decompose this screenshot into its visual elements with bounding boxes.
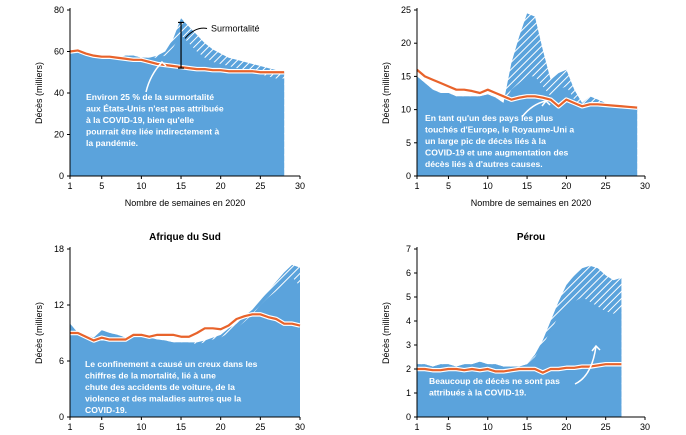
x-tick-label: 25 <box>601 422 611 430</box>
y-tick-label: 20 <box>401 38 411 48</box>
x-tick-label: 30 <box>640 181 650 191</box>
x-tick-label: 5 <box>99 181 104 191</box>
x-tick-label: 20 <box>216 422 226 430</box>
uk-annotation-arrow-head <box>541 99 551 107</box>
y-tick-label: 20 <box>54 130 64 140</box>
y-axis-label: Décès (milliers) <box>34 302 44 364</box>
x-tick-label: 10 <box>136 422 146 430</box>
peru-annotation-arrow-head <box>591 344 601 352</box>
annotation-text: En tant qu'un des pays les plus touchés d… <box>425 113 574 169</box>
annotation-line: décès liés à d'autres causes. <box>425 159 543 169</box>
y-tick-label: 3 <box>406 340 411 350</box>
y-tick-label: 15 <box>401 71 411 81</box>
x-tick-label: 20 <box>561 422 571 430</box>
y-tick-label: 25 <box>401 5 411 15</box>
x-tick-label: 5 <box>446 422 451 430</box>
x-tick-label: 20 <box>561 181 571 191</box>
panel-title: Afrique du Sud <box>149 232 221 243</box>
y-axis-label: Décès (milliers) <box>381 302 391 364</box>
annotation-text: Beaucoup de décès ne sont pas attribués à… <box>429 376 560 398</box>
uk-annotation-arrow <box>521 100 547 118</box>
annotation-line: Le confinement a causé un creux dans les <box>85 359 258 369</box>
x-axis-label: Nombre de semaines en 2020 <box>125 198 246 208</box>
y-tick-label: 5 <box>406 292 411 302</box>
annotation-line: aux États-Unis n'est pas attribuée <box>86 104 224 114</box>
expected-deaths-line <box>70 313 301 342</box>
y-tick-label: 7 <box>406 244 411 254</box>
x-tick-label: 15 <box>522 181 532 191</box>
annotation-line: COVID-19. <box>85 405 127 415</box>
x-tick-label: 1 <box>414 181 419 191</box>
x-tick-label: 30 <box>295 181 305 191</box>
annotation-line: pourrait être liée indirectement à <box>86 127 219 137</box>
y-axis-label: Décès (milliers) <box>34 62 44 124</box>
y-tick-label: 0 <box>59 412 64 422</box>
x-tick-label: 10 <box>483 181 493 191</box>
y-tick-label: 18 <box>54 244 64 254</box>
annotation-line: un large pic de décès liés à la <box>425 136 546 146</box>
x-tick-label: 25 <box>255 181 265 191</box>
annotation-line: chute des accidents de voiture, de la <box>85 382 235 392</box>
expected-deaths-line <box>416 68 638 109</box>
y-tick-label: 1 <box>406 388 411 398</box>
y-tick-label: 40 <box>54 88 64 98</box>
y-tick-label: 60 <box>54 47 64 57</box>
y-tick-label: 10 <box>401 105 411 115</box>
reported-deaths-area <box>417 76 638 176</box>
annotation-line: touchés d'Europe, le Royaume-Uni a <box>425 125 574 135</box>
x-tick-label: 30 <box>640 422 650 430</box>
y-tick-label: 2 <box>406 364 411 374</box>
x-tick-label: 30 <box>295 422 305 430</box>
expected-deaths-line <box>417 363 622 374</box>
excess-pointer <box>184 27 208 39</box>
y-axis-label: Décès (milliers) <box>381 62 391 124</box>
x-tick-label: 15 <box>176 181 186 191</box>
expected-deaths-line <box>69 49 285 74</box>
y-tick-label: 6 <box>406 268 411 278</box>
x-tick-label: 1 <box>414 422 419 430</box>
x-tick-label: 25 <box>601 181 611 191</box>
x-tick-label: 5 <box>446 181 451 191</box>
reported-deaths-area <box>417 297 622 417</box>
annotation-line: COVID-19 et une augmentation des <box>425 148 568 158</box>
excess-label: Surmortalité <box>211 23 260 33</box>
y-tick-label: 5 <box>406 138 411 148</box>
x-tick-label: 25 <box>255 422 265 430</box>
y-tick-label: 12 <box>54 300 64 310</box>
annotation-text: Environ 25 % de la surmortalité aux États… <box>86 92 224 148</box>
y-tick-label: 4 <box>406 316 411 326</box>
us-annotation-arrow-head <box>157 60 167 68</box>
annotation-line: violence et des maladies autres que la <box>85 394 241 404</box>
x-tick-label: 10 <box>483 422 493 430</box>
x-tick-label: 15 <box>522 422 532 430</box>
annotation-line: En tant qu'un des pays les plus <box>425 113 553 123</box>
annotation-line: Environ 25 % de la surmortalité <box>86 92 214 102</box>
annotation-text: Le confinement a causé un creux dans les… <box>85 359 258 415</box>
panel-title: Pérou <box>517 232 545 243</box>
annotation-line: Beaucoup de décès ne sont pas <box>429 376 560 386</box>
annotation-line: à la COVID-19, bien qu'elle <box>86 115 194 125</box>
x-tick-label: 5 <box>99 422 104 430</box>
y-tick-label: 0 <box>406 171 411 181</box>
x-tick-label: 1 <box>67 181 72 191</box>
x-axis-label: Nombre de semaines en 2020 <box>471 198 592 208</box>
x-tick-label: 10 <box>136 181 146 191</box>
x-tick-label: 15 <box>176 422 186 430</box>
annotation-line: chiffres de la mortalité, lié à une <box>85 371 216 381</box>
x-tick-label: 1 <box>67 422 72 430</box>
y-tick-label: 0 <box>59 171 64 181</box>
peru-annotation-arrow <box>574 345 597 385</box>
annotation-line: attribués à la COVID-19. <box>429 388 526 398</box>
reported-deaths-area <box>70 277 300 417</box>
y-tick-label: 6 <box>59 356 64 366</box>
y-tick-label: 0 <box>406 412 411 422</box>
x-tick-label: 20 <box>216 181 226 191</box>
y-tick-label: 80 <box>54 5 64 15</box>
annotation-line: la pandémie. <box>86 138 138 148</box>
